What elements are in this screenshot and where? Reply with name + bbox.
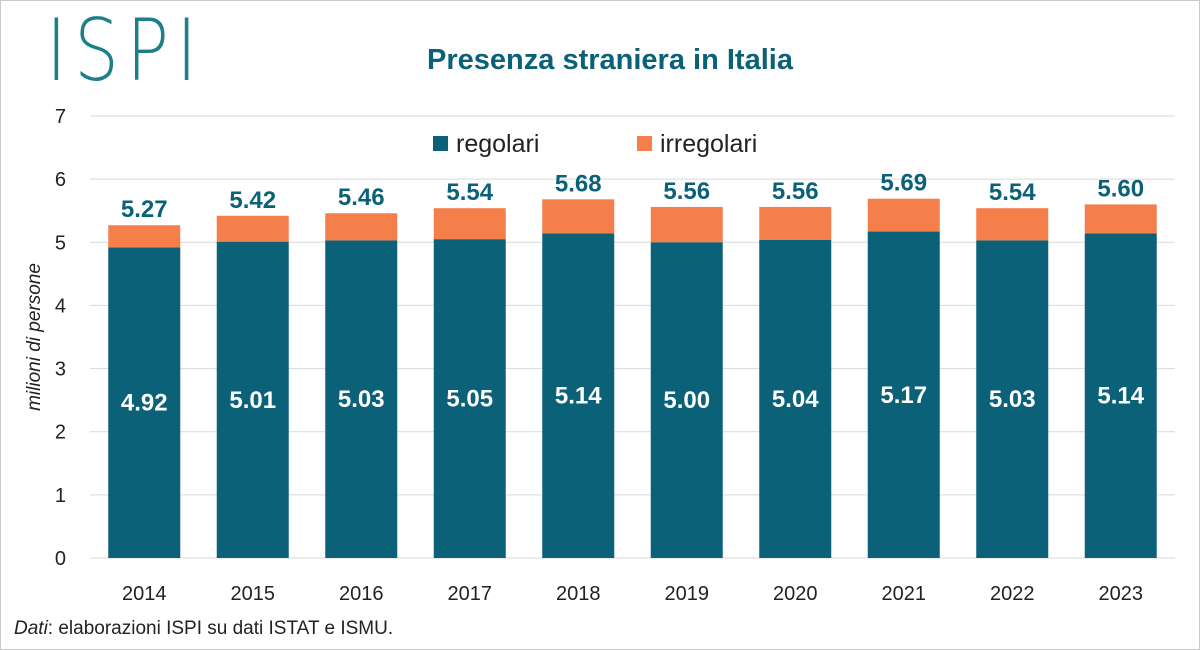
data-label-regolari: 5.05 <box>446 386 493 413</box>
legend-label-irregolari: irregolari <box>660 130 757 158</box>
y-tick-label: 1 <box>55 485 66 507</box>
y-tick-label: 5 <box>55 232 66 254</box>
data-label-total: 5.60 <box>1097 175 1144 202</box>
bar-regolari <box>433 239 506 558</box>
x-tick-label: 2021 <box>882 583 927 605</box>
bar-regolari <box>867 231 940 558</box>
data-label-regolari: 5.01 <box>229 387 276 414</box>
x-tick-label: 2023 <box>1099 583 1144 605</box>
y-tick-label: 3 <box>55 359 66 381</box>
data-label-regolari: 5.14 <box>555 383 602 410</box>
bar-regolari <box>759 239 832 558</box>
data-label-regolari: 4.92 <box>121 390 168 417</box>
y-tick-label: 4 <box>55 295 66 317</box>
x-tick-label: 2017 <box>448 583 493 605</box>
source-note: Dati: elaborazioni ISPI su dati ISTAT e … <box>14 618 393 640</box>
y-tick-label: 2 <box>55 422 66 444</box>
bar-irregolari <box>976 208 1049 241</box>
bar-irregolari <box>108 225 181 248</box>
source-text: : elaborazioni ISPI su dati ISTAT e ISMU… <box>47 618 394 639</box>
bar-regolari <box>108 247 181 558</box>
y-tick-label: 0 <box>55 548 66 570</box>
data-label-total: 5.54 <box>989 179 1036 206</box>
data-label-total: 5.27 <box>121 196 168 223</box>
ispi-logo: ISPI <box>46 1 205 101</box>
x-tick-label: 2016 <box>339 583 384 605</box>
bar-regolari <box>542 233 615 558</box>
data-label-total: 5.46 <box>338 184 385 211</box>
data-label-total: 5.69 <box>880 170 927 197</box>
data-label-total: 5.42 <box>229 187 276 214</box>
bar-irregolari <box>542 199 615 234</box>
data-label-regolari: 5.03 <box>338 386 385 413</box>
y-tick-label: 6 <box>55 169 66 191</box>
data-label-total: 5.56 <box>663 178 710 205</box>
x-tick-label: 2015 <box>231 583 276 605</box>
bar-irregolari <box>433 208 506 240</box>
legend-swatch-regolari <box>433 136 448 151</box>
chart-title: Presenza straniera in Italia <box>427 44 793 76</box>
data-label-regolari: 5.04 <box>772 386 819 413</box>
bar-irregolari <box>867 198 940 232</box>
bar-regolari <box>325 240 398 559</box>
legend-label-regolari: regolari <box>456 130 539 158</box>
bar-irregolari <box>650 206 723 243</box>
bar-regolari <box>650 242 723 559</box>
data-label-total: 5.54 <box>446 179 493 206</box>
bar-irregolari <box>759 206 832 240</box>
y-axis-label: milioni di persone <box>24 263 45 411</box>
bar-irregolari <box>325 213 398 241</box>
data-label-total: 5.56 <box>772 178 819 205</box>
bar-regolari <box>216 241 289 558</box>
bar-regolari <box>976 240 1049 559</box>
bar-irregolari <box>1084 204 1157 234</box>
data-label-regolari: 5.14 <box>1097 383 1144 410</box>
x-tick-label: 2019 <box>665 583 710 605</box>
bar-regolari <box>1084 233 1157 558</box>
bar-irregolari <box>216 215 289 242</box>
data-label-regolari: 5.00 <box>663 387 710 414</box>
x-tick-label: 2020 <box>773 583 818 605</box>
legend-swatch-irregolari <box>637 136 652 151</box>
y-tick-label: 7 <box>55 106 66 128</box>
source-label: Dati <box>14 618 48 639</box>
data-label-regolari: 5.17 <box>880 382 927 409</box>
x-tick-label: 2018 <box>556 583 601 605</box>
x-tick-label: 2022 <box>990 583 1035 605</box>
data-label-regolari: 5.03 <box>989 386 1036 413</box>
x-tick-label: 2014 <box>122 583 167 605</box>
data-label-total: 5.68 <box>555 170 602 197</box>
